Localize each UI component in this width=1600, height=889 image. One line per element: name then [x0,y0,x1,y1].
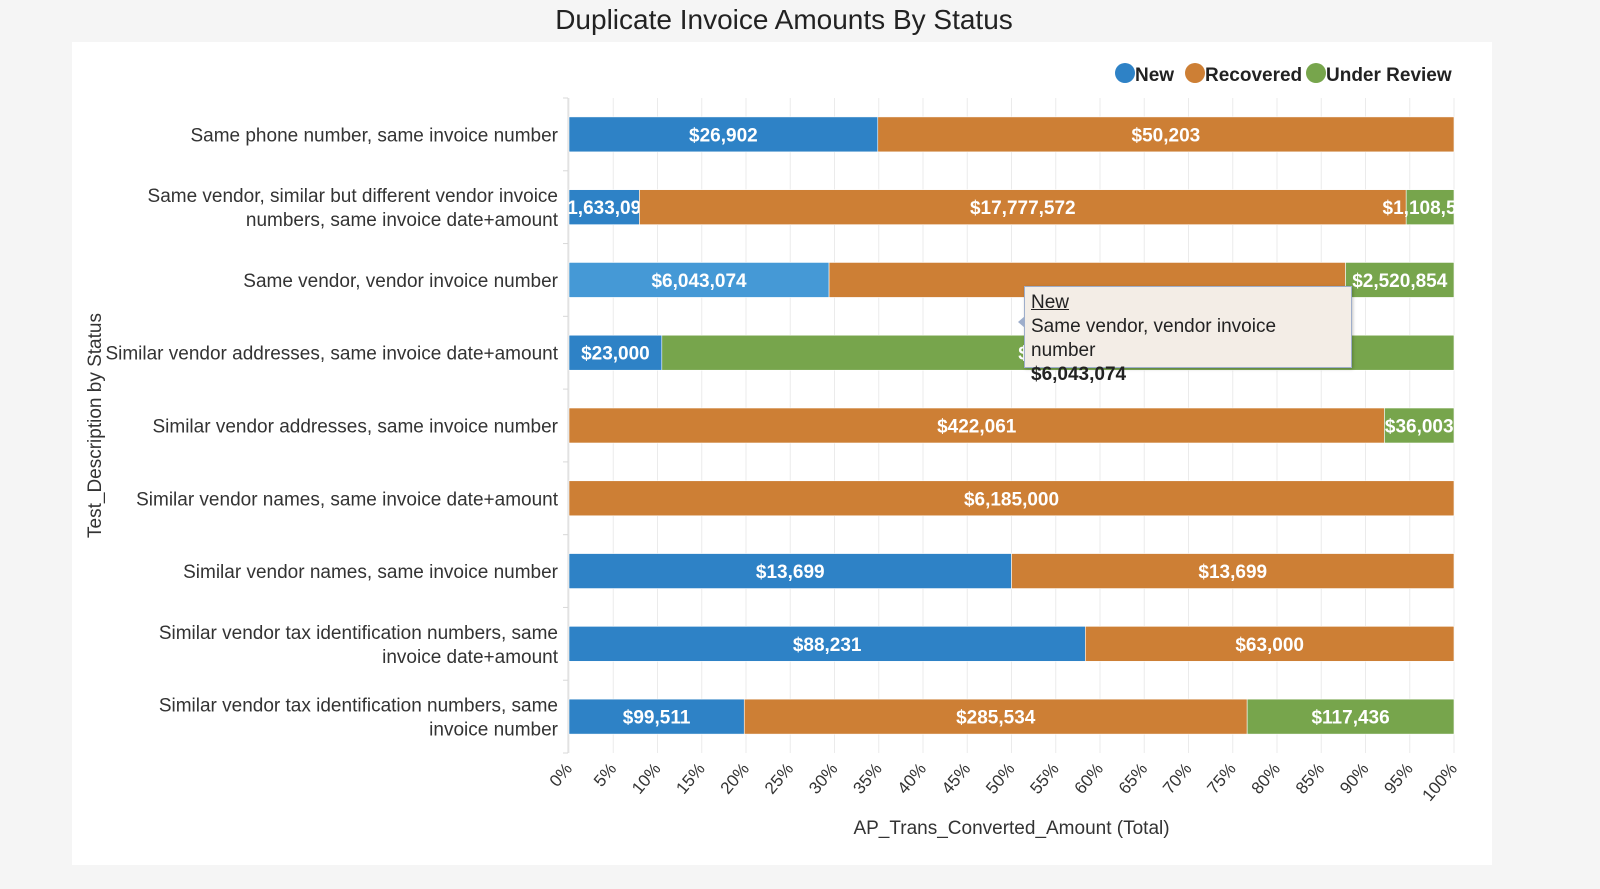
x-tick-label: 75% [1203,759,1239,797]
bar-segment[interactable] [1345,262,1455,298]
bar-segment[interactable] [568,407,1385,444]
bar-segment[interactable] [1011,553,1455,589]
bar-segment[interactable] [1405,189,1455,225]
x-tick-label: 90% [1336,759,1372,797]
category-label: Similar vendor names, same invoice date+… [136,489,559,510]
legend-label[interactable]: New [1135,65,1174,86]
x-tick-label: 20% [717,759,753,797]
chart-title: Duplicate Invoice Amounts By Status [555,4,1013,35]
legend-marker[interactable] [1115,63,1135,83]
data-label: $99,511 [623,708,691,729]
category-label: Similar vendor names, same invoice numbe… [183,562,559,583]
tooltip-series: New [1031,292,1070,313]
data-label: $13,699 [1198,562,1267,583]
x-tick-label: 60% [1071,759,1107,797]
data-label: $6,185,000 [964,489,1059,510]
x-tick-label: 70% [1159,759,1195,797]
data-label: $17,777,572 [970,198,1076,219]
x-tick-label: 100% [1419,759,1462,805]
x-tick-label: 85% [1292,759,1328,797]
bar-segment[interactable] [1246,698,1455,735]
data-label: $422,061 [937,417,1017,438]
category-label: invoice date+amount [382,647,559,668]
x-tick-label: 30% [805,759,841,797]
x-tick-label: 95% [1380,759,1416,797]
legend-marker[interactable] [1306,63,1326,83]
data-label: $63,000 [1235,635,1304,656]
x-tick-label: 40% [894,759,930,797]
bar-segment[interactable] [568,189,640,225]
category-label: Similar vendor tax identification number… [159,696,558,717]
x-tick-label: 0% [546,759,576,790]
x-tick-label: 55% [1026,759,1062,797]
y-axis-title: Test_Description by Status [85,313,106,538]
data-label: $1,108,515 [1383,198,1479,219]
bar-segment[interactable] [639,189,1407,225]
category-label: invoice number [429,720,559,741]
category-label: Similar vendor addresses, same invoice d… [105,344,558,365]
data-label: $285,534 [956,708,1036,729]
bar-segment[interactable] [877,116,1455,153]
x-axis-title: AP_Trans_Converted_Amount (Total) [853,818,1169,839]
bar-segment[interactable] [743,698,1248,735]
x-tick-label: 80% [1248,759,1284,797]
bar-segment[interactable] [568,262,830,298]
category-label: Same vendor, similar but different vendo… [148,186,558,207]
category-label: Similar vendor tax identification number… [159,623,558,644]
tooltip-category: Same vendor, vendor invoice number [1031,316,1277,361]
data-label: $50,203 [1132,125,1201,146]
tooltip-value: $6,043,074 [1031,364,1127,385]
chart-panel: 0% 5% 10% 15% 20% 25% 30% 35% 40% 45% 50% 55% 60% 65%… [72,42,1492,865]
bar-segment[interactable] [568,553,1012,589]
tooltip-pointer [1018,316,1025,328]
data-label: $13,699 [756,562,825,583]
category-label: Same vendor, vendor invoice number [243,271,558,292]
data-label: $1,633,096 [557,198,652,219]
legend-marker[interactable] [1185,63,1205,83]
bar-segment[interactable] [1384,407,1455,444]
data-label: $23,000 [581,344,650,365]
x-tick-label: 50% [982,759,1018,797]
legend-label[interactable]: Recovered [1205,65,1302,86]
bar-segment[interactable] [1085,626,1455,662]
x-tick-label: 15% [672,759,708,797]
category-label: Same phone number, same invoice number [190,125,558,146]
hover-tooltip: New Same vendor, vendor invoice number $… [1018,286,1352,385]
x-tick-label: 35% [849,759,885,797]
x-tick-label: 25% [761,759,797,797]
bar-segment[interactable] [568,626,1086,662]
legend-label[interactable]: Under Review [1326,65,1452,86]
data-label: $6,043,074 [651,271,747,292]
bar-segment[interactable] [568,698,745,735]
category-label: Similar vendor addresses, same invoice n… [152,417,558,438]
x-tick-label: 5% [590,759,620,790]
stacked-bar-chart: 0% 5% 10% 15% 20% 25% 30% 35% 40% 45% 50% 55% 60% 65%… [85,63,1479,839]
data-label: $36,003 [1385,417,1454,438]
category-label: numbers, same invoice date+amount [246,210,559,231]
bar-segment[interactable] [568,116,879,153]
x-tick-label: 45% [938,759,974,797]
data-label: $117,436 [1311,708,1389,729]
x-tick-label: 10% [628,759,664,797]
data-label: $88,231 [793,635,862,656]
bar-segment[interactable] [568,480,1455,517]
x-tick-label: 65% [1115,759,1151,797]
data-label: $26,902 [689,125,758,146]
data-label: $2,520,854 [1352,271,1448,292]
